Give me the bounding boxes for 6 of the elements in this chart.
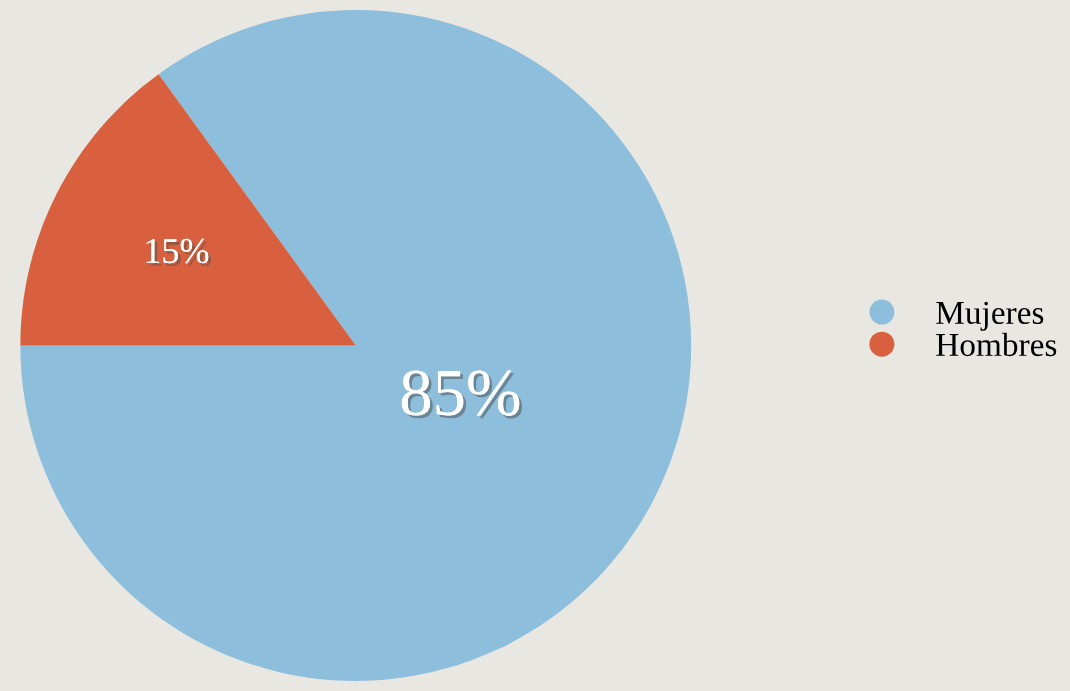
legend-label: Hombres <box>936 332 1057 357</box>
data-label: 15% <box>146 238 212 267</box>
pie-slice <box>20 74 356 346</box>
legend-label: Mujeres <box>936 301 1044 331</box>
pie-slice <box>20 10 692 681</box>
data-label: 85% <box>401 370 522 419</box>
